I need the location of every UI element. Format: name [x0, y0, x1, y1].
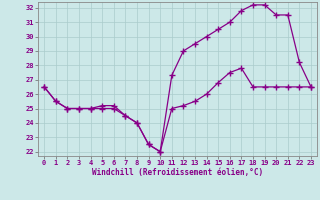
X-axis label: Windchill (Refroidissement éolien,°C): Windchill (Refroidissement éolien,°C): [92, 168, 263, 177]
